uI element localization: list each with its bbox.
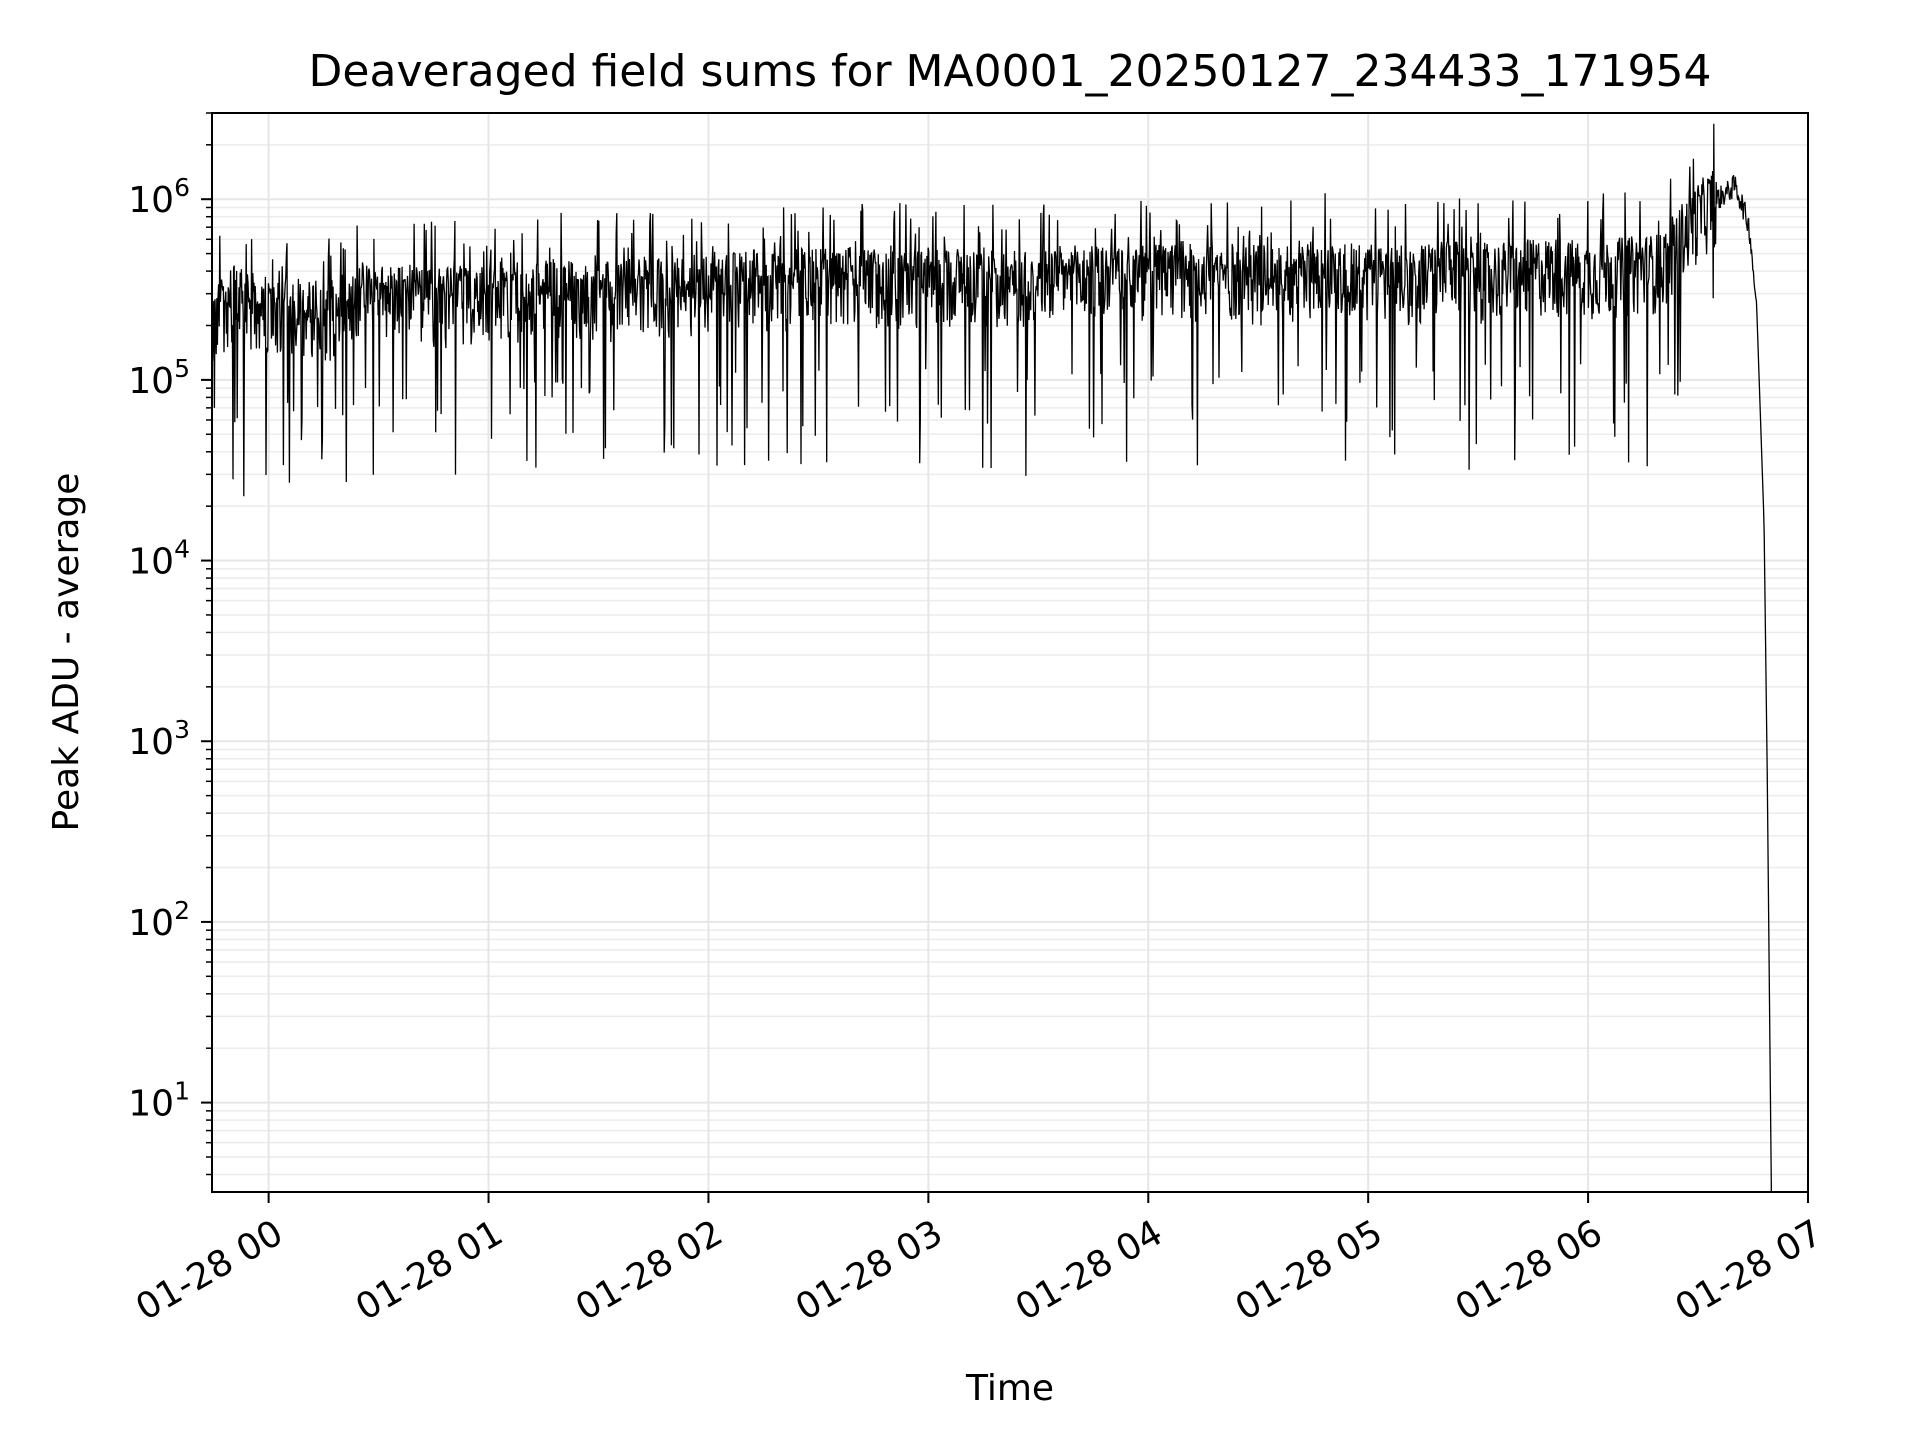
series-line bbox=[211, 123, 1772, 1192]
grid bbox=[212, 112, 1809, 1192]
y-tick-label: 103 bbox=[128, 715, 190, 763]
ticks bbox=[201, 112, 1809, 1203]
x-axis-label: Time bbox=[965, 1368, 1054, 1409]
y-tick-label: 101 bbox=[128, 1077, 190, 1125]
y-tick-label: 106 bbox=[128, 173, 190, 221]
chart-title: Deaveraged field sums for MA0001_2025012… bbox=[309, 46, 1712, 97]
y-tick-label: 102 bbox=[128, 896, 190, 944]
plot-frame bbox=[211, 112, 1809, 1193]
y-tick-label: 105 bbox=[128, 354, 190, 402]
series-layer bbox=[211, 123, 1772, 1192]
y-axis-label: Peak ADU - average bbox=[46, 473, 87, 832]
y-tick-label: 104 bbox=[128, 535, 190, 583]
